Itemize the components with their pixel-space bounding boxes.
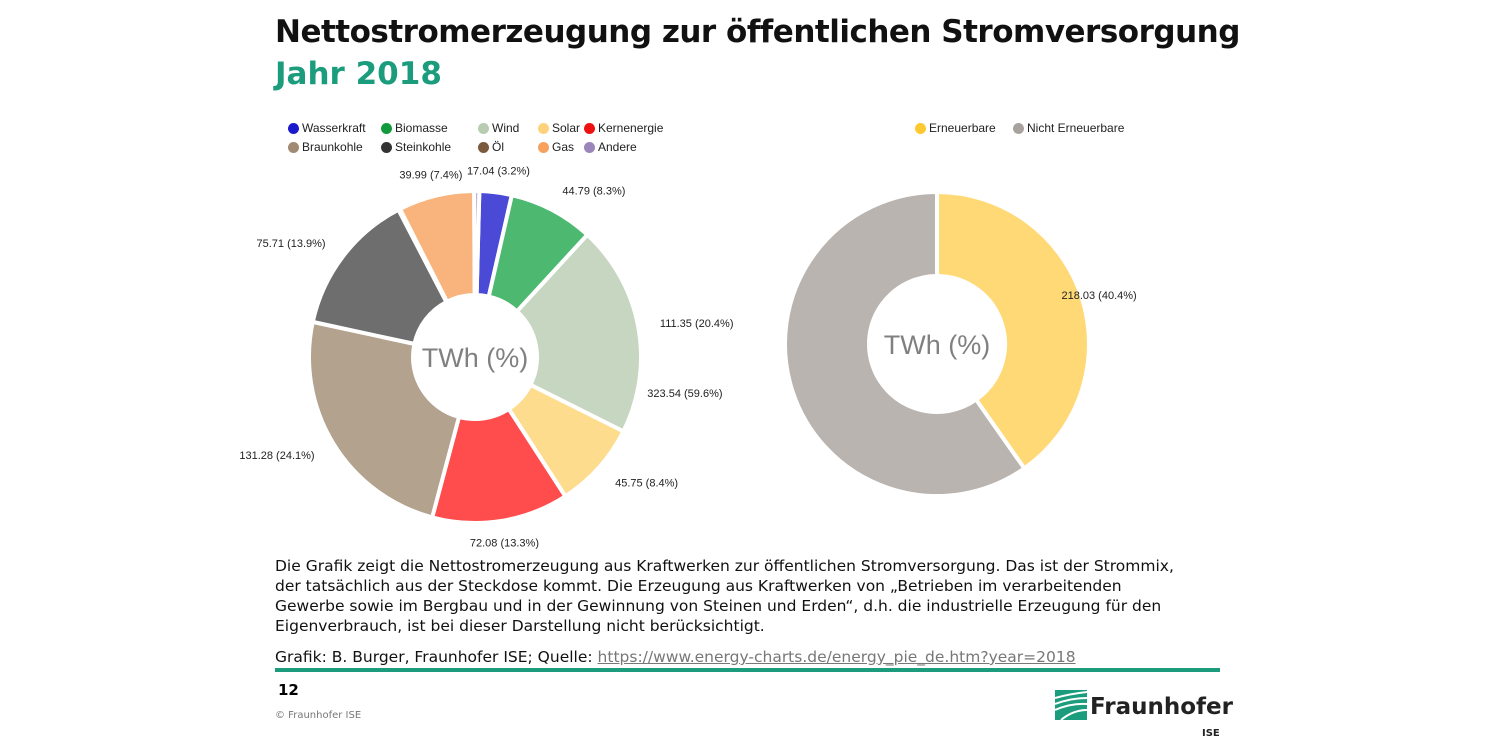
legend-item[interactable]: Braunkohle — [288, 140, 363, 154]
legend-marker-icon — [478, 122, 489, 134]
legend-label: Gas — [552, 140, 575, 154]
legend-item[interactable]: Nicht Erneuerbare — [1013, 121, 1124, 135]
slice-kernenergie[interactable] — [430, 407, 568, 525]
legend-item[interactable]: Wind — [478, 121, 519, 135]
slice-wind[interactable] — [514, 232, 643, 434]
legend-label: Andere — [598, 140, 637, 154]
data-label: 218.03 (40.4%) — [1061, 290, 1136, 302]
legend-marker-icon — [478, 141, 489, 153]
legend-item[interactable]: Biomasse — [381, 121, 448, 135]
legend-item[interactable]: Öl — [478, 140, 504, 154]
legend-marker-icon — [288, 141, 299, 153]
legend-marker-icon — [288, 122, 299, 134]
data-label: 111.35 (20.4%) — [660, 318, 734, 330]
legend-marker-icon — [584, 122, 595, 134]
data-label: 131.28 (24.1%) — [239, 450, 314, 462]
legend-label: Wind — [492, 121, 520, 135]
slide-subtitle: Jahr 2018 — [275, 56, 442, 92]
legend-label: Wasserkraft — [302, 121, 366, 135]
legend-item[interactable]: Kernenergie — [584, 121, 663, 135]
legend-marker-icon — [538, 122, 549, 134]
legend-marker-icon — [584, 141, 595, 153]
source-link[interactable]: https://www.energy-charts.de/energy_pie_… — [597, 648, 1076, 666]
data-label: 44.79 (8.3%) — [562, 186, 625, 198]
legend-marker-icon — [915, 122, 926, 134]
center-label: TWh (%) — [884, 330, 990, 360]
legend-label: Biomasse — [395, 121, 448, 135]
logo-subtext: ISE — [1202, 728, 1220, 739]
slice-braunkohle[interactable] — [307, 319, 462, 520]
data-label: 45.75 (8.4%) — [615, 477, 678, 489]
legend-item[interactable]: Steinkohle — [381, 140, 451, 154]
legend-label: Nicht Erneuerbare — [1027, 121, 1125, 135]
data-label: 75.71 (13.9%) — [256, 238, 325, 250]
legend-label: Erneuerbare — [929, 121, 996, 135]
legend-marker-icon — [381, 122, 392, 134]
slide-title: Nettostromerzeugung zur öffentlichen Str… — [275, 14, 1240, 50]
legend-item[interactable]: Erneuerbare — [915, 121, 996, 135]
legend-marker-icon — [381, 141, 392, 153]
legend-item[interactable]: Gas — [538, 140, 574, 154]
legend-marker-icon — [538, 141, 549, 153]
legend-label: Braunkohle — [302, 140, 363, 154]
slice-erneuerbare[interactable] — [935, 190, 1091, 471]
legend-marker-icon — [1013, 122, 1024, 134]
legend-label: Kernenergie — [598, 121, 664, 135]
legend-item[interactable]: Andere — [584, 140, 637, 154]
fraunhofer-logo-icon — [1055, 690, 1087, 720]
data-label: 323.54 (59.6%) — [647, 388, 722, 400]
data-label: 17.04 (3.2%) — [467, 165, 530, 177]
logo-text: Fraunhofer — [1090, 694, 1233, 720]
slice-steinkohle[interactable] — [310, 207, 449, 346]
slice-nicht-erneuerbare[interactable] — [783, 190, 1027, 498]
description: Die Grafik zeigt die Nettostromerzeugung… — [275, 557, 1174, 635]
data-label: 72.08 (13.3%) — [470, 538, 539, 550]
divider — [275, 668, 1220, 672]
legend-item[interactable]: Wasserkraft — [288, 121, 366, 135]
legend-label: Solar — [552, 121, 581, 135]
data-label: 39.99 (7.4%) — [399, 169, 462, 181]
center-label: TWh (%) — [422, 343, 528, 373]
legend-label: Steinkohle — [395, 140, 452, 154]
legend-item[interactable]: Solar — [538, 121, 580, 135]
source-prefix: Grafik: B. Burger, Fraunhofer ISE; Quell… — [275, 648, 598, 666]
copyright: © Fraunhofer ISE — [275, 710, 362, 721]
legend-label: Öl — [492, 140, 504, 154]
page-number: 12 — [278, 681, 299, 699]
slice-andere[interactable] — [472, 189, 482, 298]
source-line: Grafik: B. Burger, Fraunhofer ISE; Quell… — [275, 648, 1076, 666]
